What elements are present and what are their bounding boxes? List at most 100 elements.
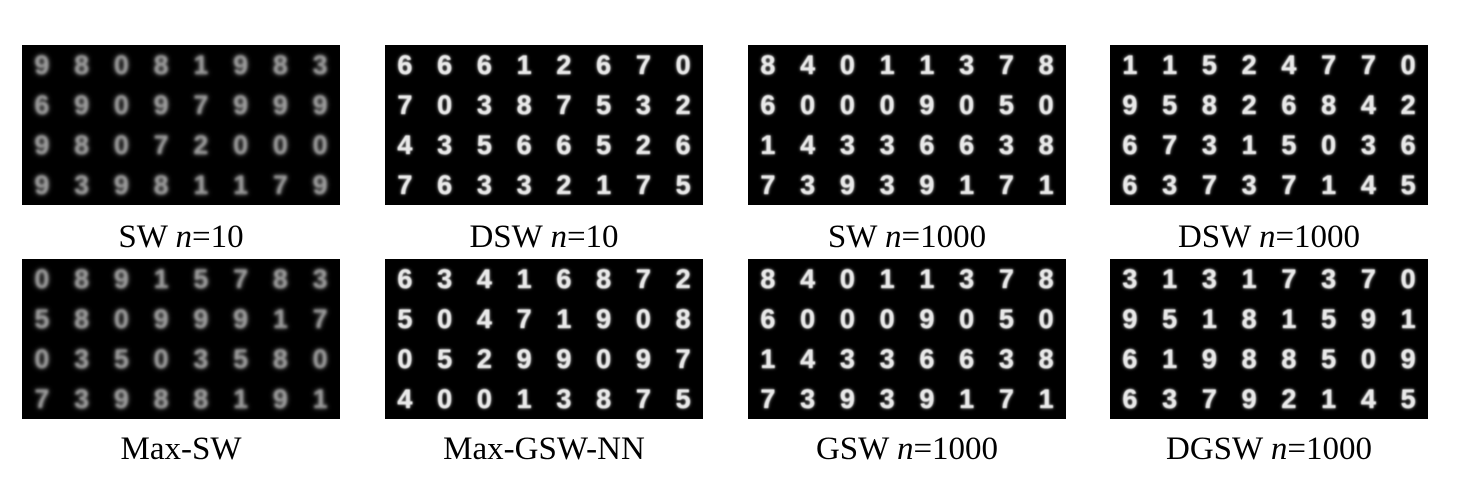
digit-sample: 1 — [596, 169, 612, 200]
digit-sample: 3 — [800, 383, 816, 414]
digit-sample: 3 — [312, 49, 328, 80]
caption-variable: n — [885, 219, 902, 255]
digit-sample: 9 — [1400, 343, 1416, 374]
caption-max-gsw-nn: Max-GSW-NN — [385, 433, 703, 466]
digit-sample: 6 — [1122, 129, 1138, 160]
digit-sample: 3 — [959, 49, 975, 80]
digit-sample: 0 — [959, 89, 975, 120]
digit-sample: 1 — [193, 49, 209, 80]
digit-sample: 1 — [760, 129, 776, 160]
digit-sample: 5 — [437, 343, 453, 374]
digit-sample: 6 — [1281, 89, 1297, 120]
digit-sample: 5 — [113, 343, 129, 374]
digit-sample: 9 — [34, 129, 50, 160]
digit-sample: 1 — [919, 49, 935, 80]
digit-sample: 8 — [1321, 89, 1337, 120]
digit-sample: 7 — [1281, 169, 1297, 200]
digit-sample: 6 — [919, 343, 935, 374]
digit-sample: 5 — [34, 303, 50, 334]
digit-sample: 1 — [1038, 383, 1054, 414]
digit-sample: 8 — [596, 383, 612, 414]
digit-sample: 7 — [193, 89, 209, 120]
caption-text: Max-SW — [120, 431, 242, 467]
digit-sample: 4 — [1360, 169, 1376, 200]
digit-sample: 4 — [1360, 89, 1376, 120]
digit-sample: 3 — [1360, 129, 1376, 160]
digit-sample: 0 — [476, 383, 492, 414]
digit-sample: 8 — [760, 263, 776, 294]
digit-sample: 8 — [193, 383, 209, 414]
digit-sample: 8 — [74, 263, 90, 294]
digit-sample: 7 — [1201, 383, 1217, 414]
digit-sample: 1 — [1038, 169, 1054, 200]
digit-sample: 3 — [193, 343, 209, 374]
digit-sample: 8 — [1241, 303, 1257, 334]
digit-sample: 4 — [397, 383, 413, 414]
caption-sw-n1000: SW n=1000 — [748, 221, 1066, 254]
digit-sample: 3 — [312, 263, 328, 294]
digit-sample: 5 — [476, 129, 492, 160]
digit-sample: 9 — [1122, 89, 1138, 120]
caption-value: =10 — [566, 219, 619, 255]
caption-value: =1000 — [1275, 219, 1361, 255]
digit-sample: 9 — [233, 303, 249, 334]
caption-value: =1000 — [913, 431, 999, 467]
digit-sample: 3 — [635, 89, 651, 120]
digit-sample: 9 — [1241, 383, 1257, 414]
digit-sample: 9 — [312, 169, 328, 200]
digit-sample: 3 — [998, 129, 1014, 160]
digit-sample: 9 — [516, 343, 532, 374]
caption-sw-n10: SW n=10 — [22, 221, 340, 254]
digit-sample: 9 — [233, 89, 249, 120]
digit-sample: 9 — [34, 49, 50, 80]
digit-sample: 9 — [153, 89, 169, 120]
digit-sample: 1 — [233, 383, 249, 414]
caption-dgsw-n1000: DGSW n=1000 — [1110, 433, 1428, 466]
digit-sample: 5 — [397, 303, 413, 334]
digit-sample: 7 — [635, 263, 651, 294]
digit-sample: 3 — [74, 343, 90, 374]
digit-sample: 0 — [839, 263, 855, 294]
digit-sample: 1 — [760, 343, 776, 374]
digit-sample: 0 — [437, 383, 453, 414]
digit-sample: 3 — [476, 169, 492, 200]
caption-text: DGSW — [1166, 431, 1271, 467]
digit-sample: 4 — [397, 129, 413, 160]
digit-sample: 8 — [74, 303, 90, 334]
digit-sample: 1 — [879, 263, 895, 294]
digit-sample: 7 — [998, 383, 1014, 414]
digit-sample: 0 — [233, 129, 249, 160]
digit-sample: 0 — [839, 303, 855, 334]
digit-sample: 0 — [800, 89, 816, 120]
digit-sample: 9 — [635, 343, 651, 374]
digit-sample: 9 — [839, 383, 855, 414]
digit-sample: 1 — [1162, 263, 1178, 294]
digit-sample: 5 — [675, 383, 691, 414]
digit-sample: 7 — [635, 169, 651, 200]
digit-sample: 3 — [1321, 263, 1337, 294]
digit-sample: 8 — [596, 263, 612, 294]
caption-value: =1000 — [1287, 431, 1372, 467]
digit-sample: 7 — [312, 303, 328, 334]
caption-max-sw: Max-SW — [22, 433, 340, 466]
caption-text: GSW — [815, 431, 897, 467]
digit-sample: 9 — [1201, 343, 1217, 374]
digit-sample: 6 — [397, 49, 413, 80]
digit-sample: 2 — [675, 263, 691, 294]
digit-sample: 5 — [1321, 303, 1337, 334]
digit-sample: 0 — [675, 49, 691, 80]
digit-sample: 7 — [760, 383, 776, 414]
digit-sample: 8 — [516, 89, 532, 120]
digit-sample: 9 — [34, 169, 50, 200]
digit-sample: 8 — [272, 343, 288, 374]
digit-sample: 0 — [34, 343, 50, 374]
digit-sample: 6 — [437, 169, 453, 200]
digit-sample: 0 — [1038, 89, 1054, 120]
digit-sample: 9 — [193, 303, 209, 334]
